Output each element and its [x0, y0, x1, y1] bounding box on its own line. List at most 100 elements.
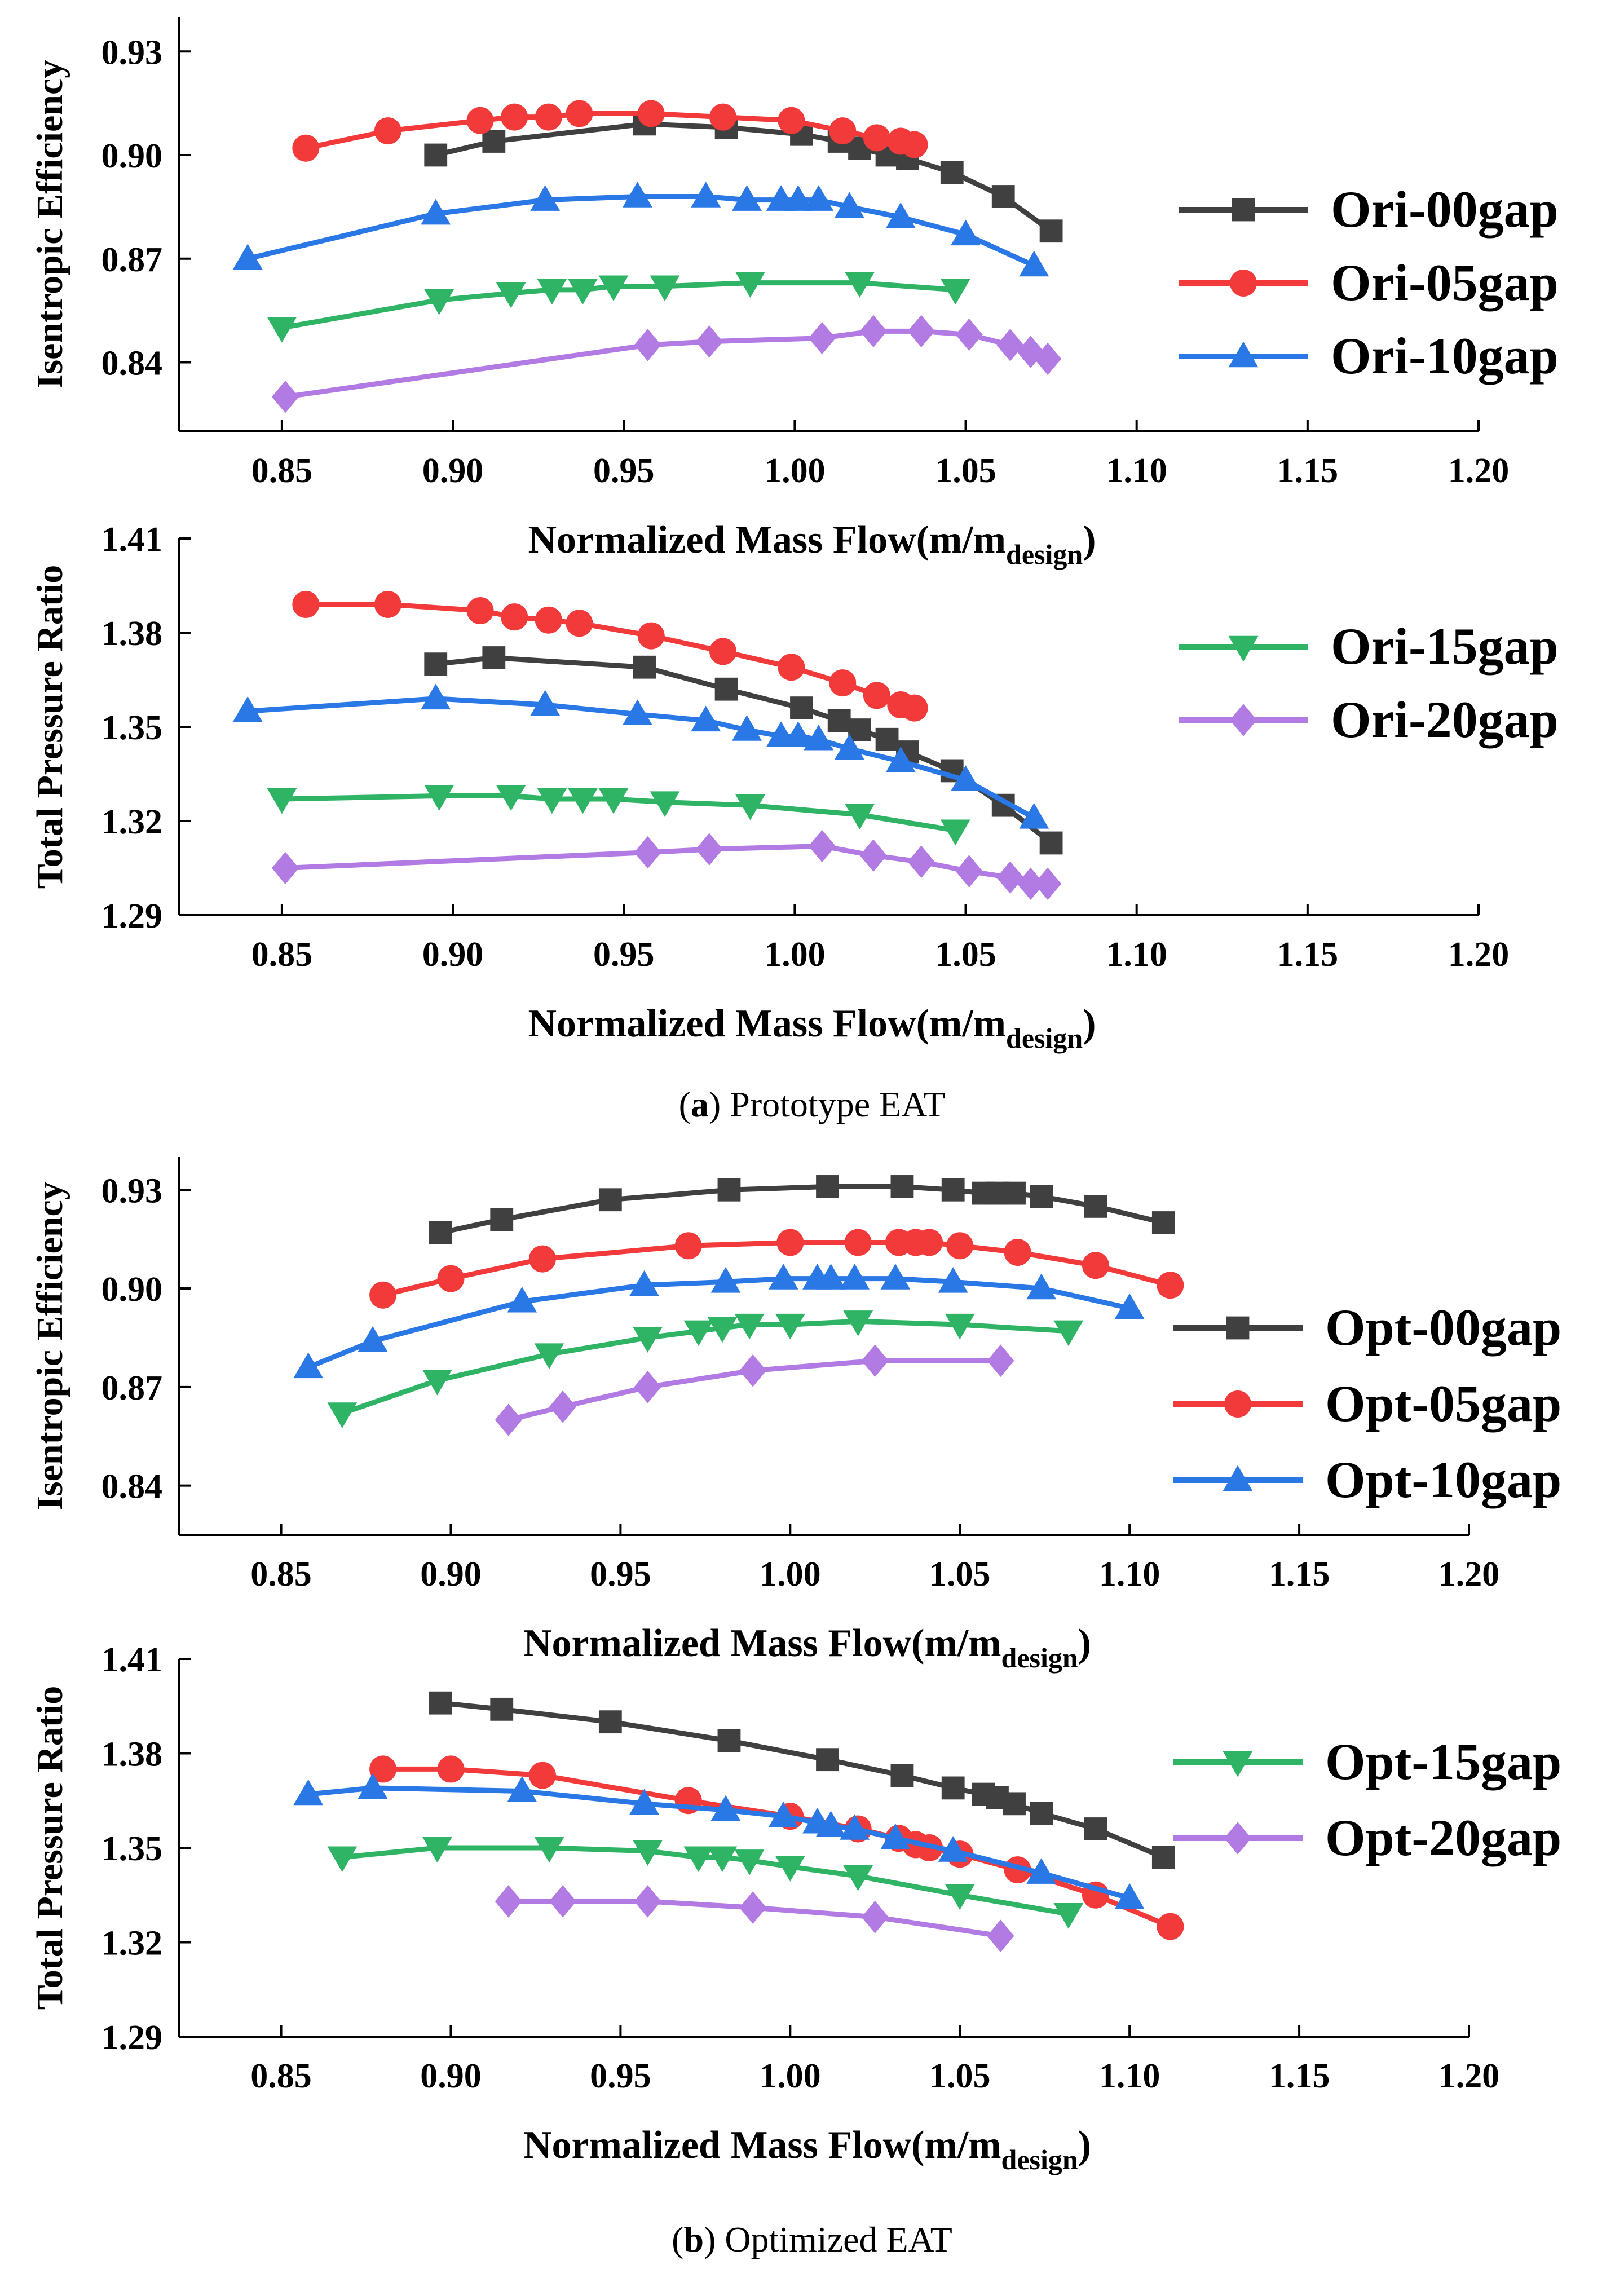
- data-point: [683, 1846, 714, 1873]
- data-point: [732, 185, 762, 211]
- data-point: [437, 1755, 465, 1783]
- data-point: [829, 117, 857, 145]
- data-point: [861, 1344, 889, 1378]
- x-axis-title-close: ): [1078, 2124, 1091, 2167]
- data-point: [709, 638, 737, 665]
- x-tick-label: 1.00: [764, 452, 826, 490]
- data-point: [1084, 1817, 1107, 1840]
- data-point: [1026, 1858, 1057, 1884]
- x-tick-label: 1.20: [1448, 452, 1510, 490]
- y-tick-label: 0.87: [102, 1369, 163, 1407]
- data-point: [1039, 831, 1063, 855]
- data-point: [1151, 1211, 1175, 1234]
- data-point: [907, 315, 935, 348]
- data-point: [778, 107, 805, 134]
- panel-opt-eff: 0.85 0.90 0.95 1.00 1.05 1.10 1.15 1.20 0.84 0.87…: [29, 1157, 1561, 1674]
- x-tick-label: 1.10: [1099, 1555, 1160, 1593]
- data-point: [634, 329, 661, 361]
- legend: Ori-00gap Ori-05gap Ori-10gap: [1179, 180, 1559, 385]
- data-point: [267, 788, 297, 814]
- y-axis-title: Total Pressure Ratio: [29, 565, 70, 889]
- data-point: [739, 1891, 767, 1924]
- data-point: [537, 788, 567, 814]
- x-tick-label: 1.05: [929, 1555, 991, 1593]
- data-point: [695, 325, 723, 358]
- legend-marker: [1228, 635, 1259, 662]
- data-point: [816, 1811, 846, 1837]
- data-point: [829, 669, 857, 697]
- data-point: [1034, 342, 1062, 376]
- legend-marker: [1224, 1822, 1251, 1855]
- x-tick-label: 1.10: [1106, 452, 1167, 490]
- data-point: [650, 791, 680, 817]
- data-point: [683, 1320, 714, 1347]
- data-point: [885, 202, 916, 228]
- series-Opt-00gap: [429, 1691, 1175, 1869]
- data-point: [629, 1789, 659, 1815]
- data-point: [816, 1748, 839, 1772]
- caption-a-letter: a: [690, 1084, 709, 1124]
- data-point: [768, 1264, 798, 1290]
- data-point: [840, 1814, 870, 1840]
- y-tick-label: 0.84: [102, 345, 163, 383]
- x-axis-title-sub: design: [1001, 2144, 1078, 2175]
- legend-label: Opt-10gap: [1325, 1451, 1561, 1508]
- data-point: [768, 1801, 798, 1827]
- data-point: [496, 785, 526, 811]
- series-Ori-10gap: [232, 683, 1049, 829]
- data-point: [495, 1885, 522, 1918]
- data-point: [633, 1840, 663, 1866]
- x-axis-title-close: ): [1083, 1002, 1096, 1045]
- data-point: [358, 1773, 388, 1799]
- data-point: [528, 1245, 556, 1273]
- data-point: [834, 734, 864, 760]
- legend-marker: [1223, 1751, 1253, 1777]
- data-point: [901, 131, 928, 158]
- legend-label: Ori-20gap: [1331, 691, 1559, 748]
- data-point: [501, 103, 528, 131]
- series-Opt-20gap: [495, 1885, 1014, 1953]
- data-point: [637, 100, 665, 127]
- caption-b-letter: b: [683, 2219, 704, 2259]
- legend-marker: [1230, 704, 1257, 736]
- data-point: [429, 1691, 452, 1715]
- data-point: [845, 272, 875, 298]
- data-point: [1084, 1194, 1107, 1218]
- data-point: [528, 1762, 556, 1789]
- data-point: [938, 1266, 968, 1293]
- x-tick-label: 0.85: [251, 452, 313, 490]
- panel-opt-pr: 0.85 0.90 0.95 1.00 1.05 1.10 1.15 1.20 1.29 1.32…: [29, 1641, 1561, 2175]
- data-point: [507, 1286, 537, 1313]
- y-tick-label: 1.29: [102, 897, 163, 935]
- data-point: [695, 833, 723, 866]
- data-point: [875, 727, 899, 751]
- x-axis-title: Normalized Mass Flow(m/mdesign): [523, 1622, 1091, 1674]
- data-point: [710, 1266, 741, 1293]
- series-Ori-10gap: [232, 182, 1049, 277]
- data-point: [845, 804, 875, 830]
- data-point: [951, 765, 981, 791]
- data-point: [566, 100, 593, 127]
- x-axis-title-sub: design: [1006, 1022, 1083, 1054]
- data-point: [941, 1178, 965, 1202]
- legend-marker: [1230, 270, 1257, 297]
- x-axis-title-main: Normalized Mass Flow(m/m: [528, 1002, 1006, 1045]
- data-point: [422, 1837, 452, 1863]
- x-axis-title-close: ): [1083, 518, 1096, 562]
- data-point: [717, 1729, 741, 1752]
- data-point: [634, 1885, 661, 1918]
- legend-marker: [1226, 1316, 1250, 1340]
- data-point: [1019, 803, 1049, 829]
- data-point: [991, 185, 1015, 208]
- legend-marker: [1224, 1390, 1251, 1418]
- data-point: [424, 289, 454, 315]
- legend-marker: [1228, 341, 1259, 368]
- data-point: [816, 1264, 846, 1290]
- data-point: [549, 1390, 577, 1423]
- y-tick-label: 1.32: [102, 1924, 163, 1963]
- data-point: [374, 117, 401, 145]
- data-point: [907, 845, 935, 879]
- data-point: [293, 1352, 324, 1379]
- data-point: [951, 219, 981, 246]
- data-point: [623, 699, 652, 725]
